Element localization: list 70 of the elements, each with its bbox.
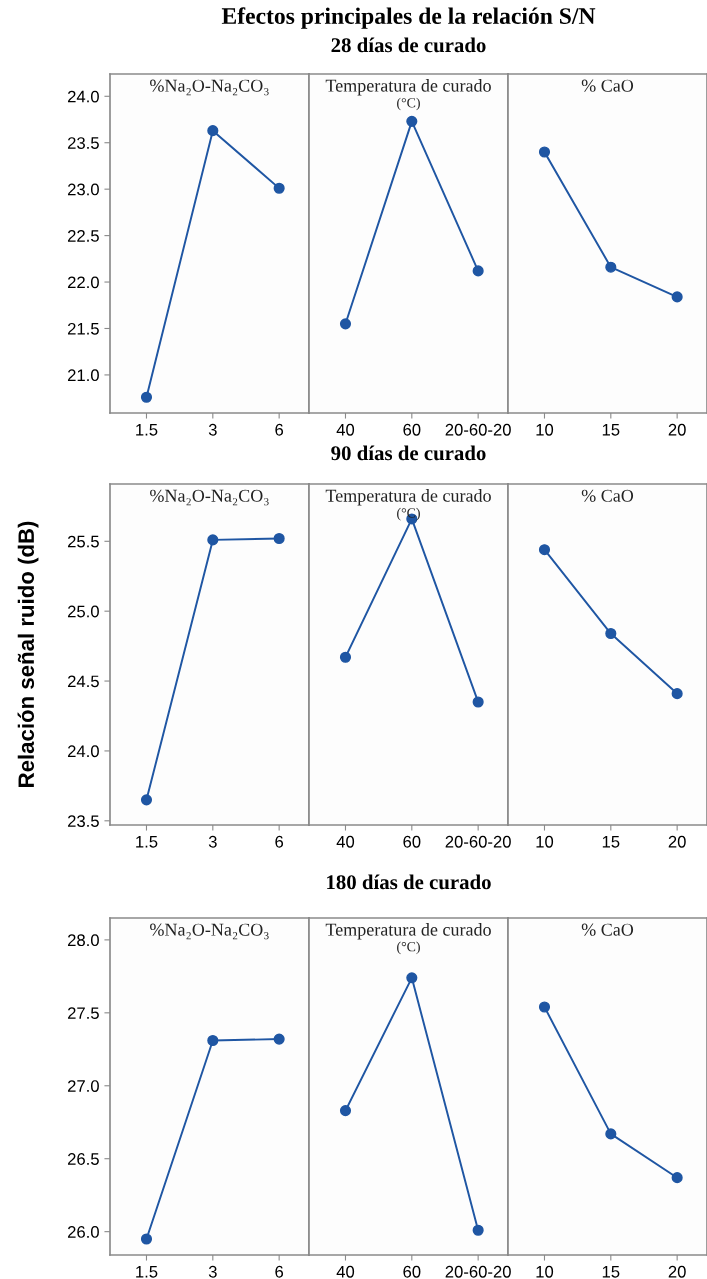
x-tick-label: 6 bbox=[275, 835, 284, 848]
chart-subtitle: 180 días de curado bbox=[327, 874, 491, 890]
point bbox=[207, 1034, 219, 1047]
x-tick-label: 60 bbox=[403, 835, 421, 848]
y-tick-label: 23.0 bbox=[67, 183, 99, 196]
y-tick-label: 22.5 bbox=[67, 230, 99, 242]
y-tick-label: 24.5 bbox=[67, 675, 99, 688]
point bbox=[273, 1033, 285, 1045]
x-tick-label: 40 bbox=[336, 1265, 355, 1278]
x-tick-label: 10 bbox=[536, 835, 554, 848]
annotation: %Na₂O-Na₂CO₃ bbox=[150, 79, 269, 96]
y-tick-label: 21.5 bbox=[67, 322, 99, 335]
annotation: % CaO bbox=[581, 923, 634, 936]
x-tick-label: 1.5 bbox=[136, 836, 158, 848]
chart-subtitle: 90 días de curado bbox=[331, 445, 486, 461]
x-tick-label: 1.5 bbox=[136, 1266, 158, 1278]
chart-title: Efectos principales de la relación S/N bbox=[221, 7, 596, 29]
x-tick-label: 40 bbox=[336, 423, 355, 436]
point bbox=[273, 182, 285, 194]
point bbox=[140, 1233, 153, 1245]
x-tick-label: 20 bbox=[668, 1265, 686, 1278]
x-tick-label: 6 bbox=[275, 1265, 284, 1278]
y-tick-label: 25.5 bbox=[67, 535, 99, 548]
x-tick-label: 3 bbox=[208, 423, 217, 436]
y-tick-label: 23.5 bbox=[67, 815, 99, 828]
x-tick-label: 20-60-20 bbox=[445, 1265, 511, 1278]
x-tick-label: 20 bbox=[668, 423, 686, 436]
annotation: Temperatura de curado bbox=[325, 489, 491, 506]
point bbox=[207, 534, 219, 546]
x-tick-label: 15 bbox=[602, 1266, 620, 1278]
y-tick-label: 24.0 bbox=[67, 90, 99, 103]
y-tick-label: 26.0 bbox=[67, 1226, 99, 1238]
x-tick-label: 3 bbox=[208, 835, 217, 848]
y-tick-label: 24.0 bbox=[67, 745, 99, 758]
annotation: (°C) bbox=[397, 97, 420, 111]
annotation: (°C) bbox=[397, 507, 420, 521]
y-tick-label: 21.0 bbox=[67, 369, 99, 382]
point bbox=[273, 532, 285, 545]
y-tick-label: 23.5 bbox=[67, 137, 99, 149]
annotation: Temperatura de curado bbox=[325, 79, 491, 96]
chart-subtitle: 28 días de curado bbox=[331, 37, 486, 53]
x-tick-label: 20-60-20 bbox=[445, 835, 511, 848]
x-tick-label: 20 bbox=[668, 835, 686, 848]
x-tick-label: 60 bbox=[403, 423, 421, 436]
y-tick-label: 25.0 bbox=[67, 605, 99, 618]
x-tick-label: 20-60-20 bbox=[445, 423, 511, 436]
point bbox=[207, 125, 219, 137]
annotation: % CaO bbox=[581, 79, 634, 92]
x-tick-label: 15 bbox=[602, 424, 620, 436]
annotation: Temperatura de curado bbox=[325, 923, 491, 940]
y-tick-label: 22.0 bbox=[67, 276, 99, 289]
x-tick-label: 3 bbox=[208, 1265, 217, 1278]
annotation: % CaO bbox=[581, 489, 634, 502]
x-tick-label: 40 bbox=[336, 835, 355, 848]
point bbox=[140, 794, 153, 806]
annotation: %Na₂O-Na₂CO₃ bbox=[150, 923, 269, 940]
y-tick-label: 27.5 bbox=[67, 1007, 99, 1020]
y-axis-title: Relación señal ruido (dB) bbox=[17, 521, 39, 787]
x-tick-label: 10 bbox=[536, 423, 554, 436]
y-tick-label: 27.0 bbox=[67, 1080, 99, 1092]
point bbox=[140, 391, 153, 403]
y-tick-label: 28.0 bbox=[67, 934, 99, 947]
annotation: (°C) bbox=[397, 941, 420, 955]
x-tick-label: 15 bbox=[602, 836, 620, 848]
x-tick-label: 6 bbox=[275, 423, 284, 436]
x-tick-label: 60 bbox=[403, 1265, 421, 1278]
annotation: %Na₂O-Na₂CO₃ bbox=[150, 489, 269, 506]
y-tick-label: 26.5 bbox=[67, 1153, 99, 1165]
x-tick-label: 1.5 bbox=[136, 424, 158, 436]
x-tick-label: 10 bbox=[536, 1265, 554, 1278]
